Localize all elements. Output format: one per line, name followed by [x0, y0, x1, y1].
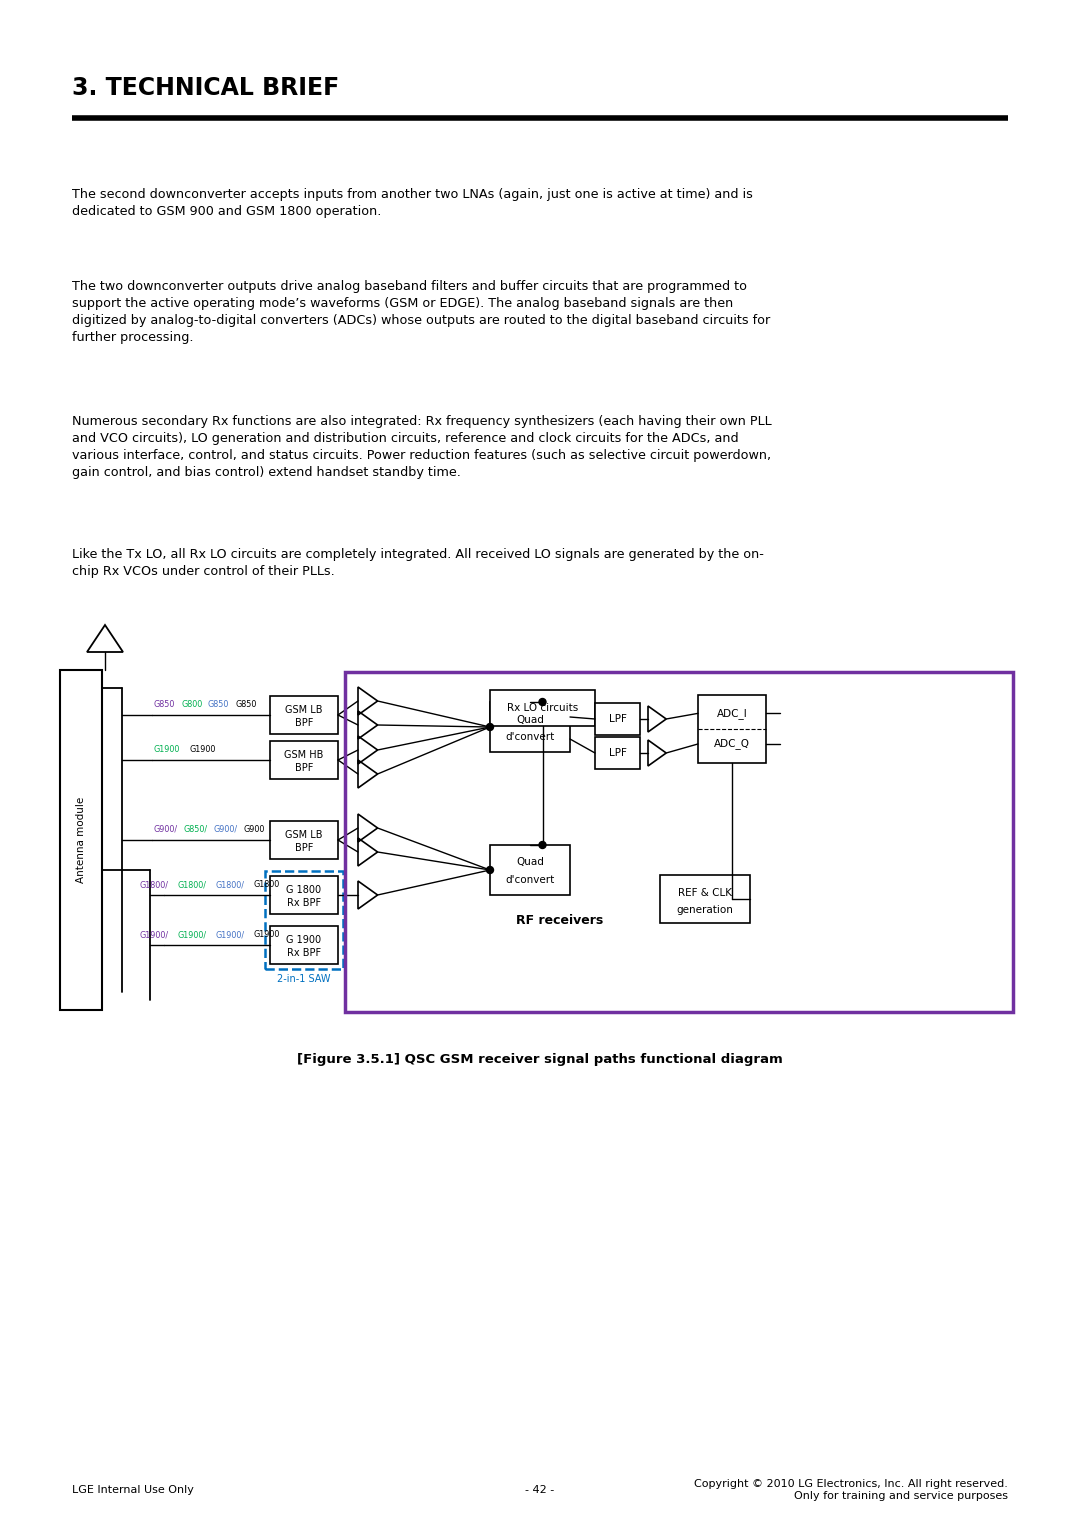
Text: LPF: LPF [608, 715, 626, 724]
Text: Rx BPF: Rx BPF [287, 948, 321, 959]
Text: G900: G900 [244, 825, 266, 834]
Bar [60, 670, 102, 1009]
Text: Numerous secondary Rx functions are also integrated: Rx frequency synthesizers (: Numerous secondary Rx functions are also… [72, 415, 771, 479]
Text: G1800/: G1800/ [140, 880, 168, 889]
Text: d'convert: d'convert [505, 731, 555, 742]
Bar [660, 875, 750, 922]
Text: Quad: Quad [516, 715, 544, 724]
Text: Copyright © 2010 LG Electronics, Inc. All right reserved.
Only for training and : Copyright © 2010 LG Electronics, Inc. Al… [694, 1480, 1008, 1501]
Text: G900/: G900/ [154, 825, 178, 834]
Text: G1900: G1900 [154, 745, 180, 754]
Text: ADC_Q: ADC_Q [714, 739, 750, 750]
Text: GSM LB: GSM LB [285, 705, 323, 716]
Circle shape [486, 724, 494, 730]
Text: G850: G850 [235, 699, 256, 709]
Text: d'convert: d'convert [505, 875, 555, 886]
Text: LPF: LPF [608, 748, 626, 757]
Bar [270, 925, 338, 964]
Text: G1900: G1900 [190, 745, 216, 754]
Bar [698, 695, 766, 764]
Bar [490, 702, 570, 751]
Bar [265, 870, 343, 970]
Text: G850/: G850/ [184, 825, 208, 834]
Text: REF & CLK: REF & CLK [678, 889, 732, 898]
Text: BPF: BPF [295, 718, 313, 728]
Text: BPF: BPF [295, 843, 313, 854]
Text: G850: G850 [208, 699, 229, 709]
Text: G1800: G1800 [254, 880, 280, 889]
Text: G1900/: G1900/ [140, 930, 170, 939]
Circle shape [486, 866, 494, 873]
Bar [270, 876, 338, 915]
Bar [490, 844, 570, 895]
Text: G1800/: G1800/ [216, 880, 245, 889]
Bar [345, 672, 1013, 1012]
Text: - 42 -: - 42 - [525, 1484, 555, 1495]
Text: ADC_I: ADC_I [717, 709, 747, 719]
Bar [270, 696, 338, 734]
Text: GSM HB: GSM HB [284, 750, 324, 760]
Bar [595, 738, 640, 770]
Text: Rx BPF: Rx BPF [287, 898, 321, 909]
Text: Rx LO circuits: Rx LO circuits [507, 702, 578, 713]
Circle shape [539, 841, 546, 849]
Bar [490, 690, 595, 725]
Text: G 1900: G 1900 [286, 936, 322, 945]
Text: [Figure 3.5.1] QSC GSM receiver signal paths functional diagram: [Figure 3.5.1] QSC GSM receiver signal p… [297, 1054, 783, 1066]
Text: 2-in-1 SAW: 2-in-1 SAW [278, 974, 330, 983]
Circle shape [539, 698, 546, 705]
Text: LGE Internal Use Only: LGE Internal Use Only [72, 1484, 194, 1495]
Text: G1900: G1900 [254, 930, 281, 939]
Text: The two downconverter outputs drive analog baseband filters and buffer circuits : The two downconverter outputs drive anal… [72, 279, 770, 344]
Text: The second downconverter accepts inputs from another two LNAs (again, just one i: The second downconverter accepts inputs … [72, 188, 753, 218]
Text: generation: generation [676, 904, 733, 915]
Text: G1900/: G1900/ [178, 930, 207, 939]
Bar [595, 702, 640, 734]
Text: G850: G850 [154, 699, 175, 709]
Bar [270, 822, 338, 860]
Text: 3. TECHNICAL BRIEF: 3. TECHNICAL BRIEF [72, 76, 339, 99]
Text: G800: G800 [181, 699, 202, 709]
Text: BPF: BPF [295, 764, 313, 773]
Text: GSM LB: GSM LB [285, 831, 323, 840]
Text: G 1800: G 1800 [286, 886, 322, 895]
Text: G900/: G900/ [214, 825, 238, 834]
Text: Antenna module: Antenna module [76, 797, 86, 883]
Text: G1800/: G1800/ [178, 880, 207, 889]
Text: Quad: Quad [516, 858, 544, 867]
Text: G1900/: G1900/ [216, 930, 245, 939]
Text: RF receivers: RF receivers [516, 913, 604, 927]
Text: Like the Tx LO, all Rx LO circuits are completely integrated. All received LO si: Like the Tx LO, all Rx LO circuits are c… [72, 548, 764, 579]
Bar [270, 741, 338, 779]
